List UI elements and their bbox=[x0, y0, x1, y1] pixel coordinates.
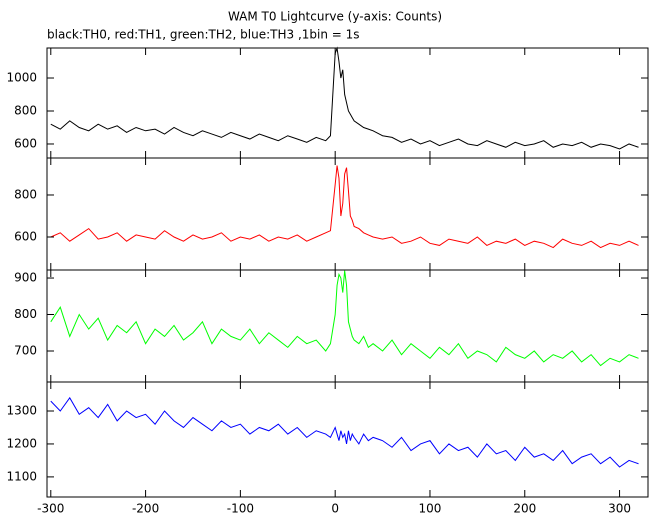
chart-title: WAM T0 Lightcurve (y-axis: Counts) bbox=[228, 10, 442, 24]
y-tick-label: 800 bbox=[14, 103, 37, 117]
lightcurve bbox=[50, 396, 639, 468]
y-tick-label: 1300 bbox=[6, 403, 37, 417]
panel-frame bbox=[46, 381, 649, 498]
x-tick-label: -100 bbox=[227, 502, 254, 515]
x-tick-label: 0 bbox=[331, 502, 339, 515]
y-tick-label: 900 bbox=[14, 271, 37, 285]
y-tick-label: 800 bbox=[14, 187, 37, 201]
x-tick-label: 100 bbox=[419, 502, 442, 515]
y-tick-label: 1000 bbox=[6, 71, 37, 85]
chart-subtitle: black:TH0, red:TH1, green:TH2, blue:TH3 … bbox=[47, 28, 360, 42]
x-tick-label: 200 bbox=[513, 502, 536, 515]
panel-frame bbox=[46, 269, 649, 383]
panel-frame bbox=[46, 47, 649, 159]
y-tick-label: 1100 bbox=[6, 469, 37, 483]
y-tick-label: 600 bbox=[14, 230, 37, 244]
lightcurve bbox=[50, 165, 639, 249]
y-tick-label: 700 bbox=[14, 343, 37, 357]
x-tick-label: -200 bbox=[132, 502, 159, 515]
x-tick-label: 300 bbox=[608, 502, 631, 515]
y-tick-label: 600 bbox=[14, 136, 37, 150]
lightcurve bbox=[50, 46, 639, 150]
y-tick-label: 800 bbox=[14, 307, 37, 321]
lightcurve bbox=[50, 270, 639, 367]
x-tick-label: -300 bbox=[37, 502, 64, 515]
y-tick-label: 1200 bbox=[6, 436, 37, 450]
